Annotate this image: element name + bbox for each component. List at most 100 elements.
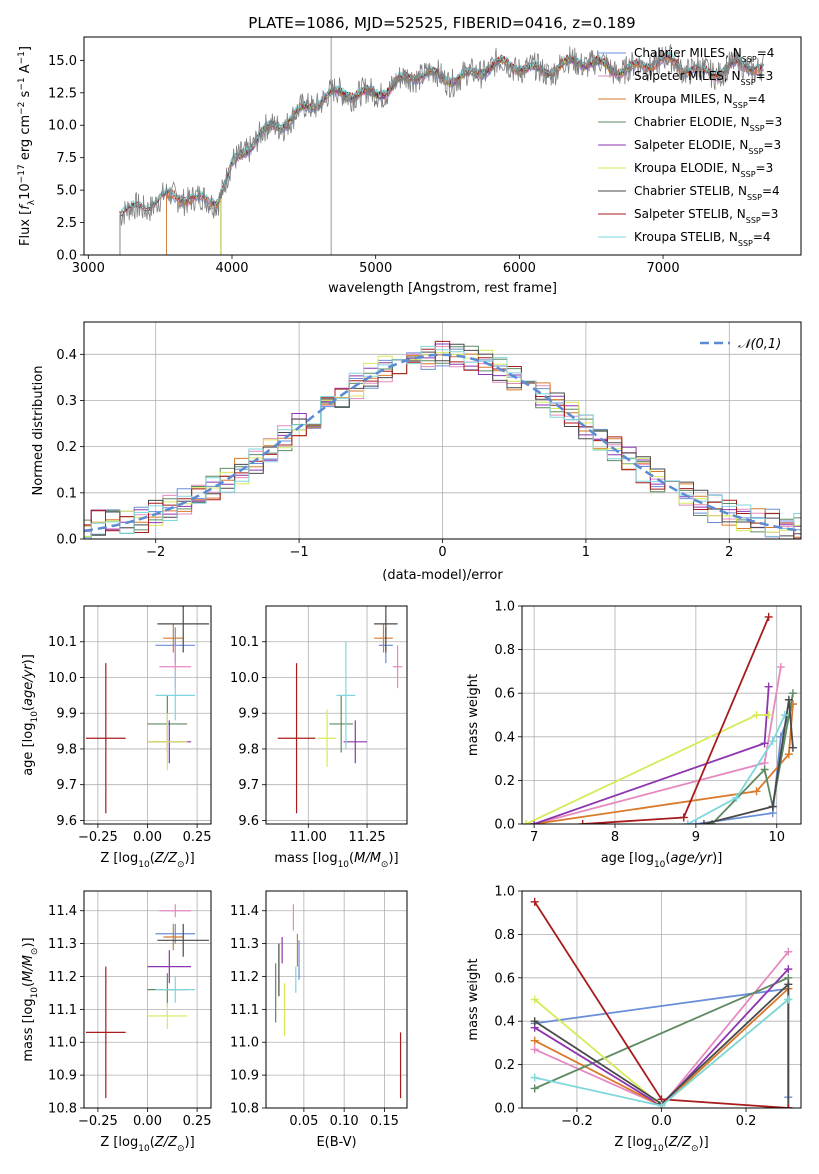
weight-marker <box>784 980 793 989</box>
errorbar-point <box>392 645 403 689</box>
weight-marker <box>784 1104 793 1108</box>
x-tick-label: 0.05 <box>289 1114 318 1129</box>
mass_vs_Z-panel: −0.25 0.00 0.25 10.8 10.9 11.0 11.1 11.2 11.3 11.… <box>21 890 212 1154</box>
x-tick-label: 11.25 <box>348 830 385 845</box>
y-axis-label: mass weight <box>466 958 481 1040</box>
y-tick-label: 9.6 <box>56 814 77 829</box>
errorbar-point <box>317 709 337 767</box>
massweight_vs_Z-marks <box>530 897 793 1108</box>
errorbar-point <box>147 950 192 984</box>
y-tick-label: 11.0 <box>230 1036 259 1051</box>
x-tick-label: 7 <box>530 830 538 845</box>
errorbar-point <box>343 720 368 764</box>
weight-marker <box>784 965 793 974</box>
spectrum-legend: Chabrier MILES, NSSP=4 Salpeter MILES, NS… <box>598 46 782 248</box>
y-tick-label: 9.8 <box>56 742 77 757</box>
massweight_vs_Z-panel: −0.2 0.0 0.2 0.0 0.2 0.4 0.6 0.8 1.0 Z [log10(Z/Z… <box>466 885 802 1154</box>
weight-line <box>533 704 794 824</box>
weight-marker <box>752 787 761 796</box>
errorbar-point <box>85 663 126 814</box>
y-tick-label: 9.6 <box>238 814 259 829</box>
y-tick-label: 2.5 <box>56 216 77 231</box>
weight-line <box>703 699 794 824</box>
y-tick-label: 9.8 <box>238 742 259 757</box>
axes-frame <box>83 36 802 256</box>
x-tick-label: 0.10 <box>330 1114 359 1129</box>
age_vs_mass-marks <box>277 606 403 814</box>
y-tick-label: 0.4 <box>494 730 515 745</box>
y-axis-label: mass weight <box>466 674 481 756</box>
x-axis-label: (data-model)/error <box>382 568 503 583</box>
y-tick-label: 11.4 <box>48 904 77 919</box>
y-tick-label: 10.8 <box>48 1102 77 1117</box>
y-tick-label: 0.1 <box>56 486 77 501</box>
errorbar-point <box>277 663 316 814</box>
x-tick-label: 0.00 <box>133 830 162 845</box>
axes-frame <box>83 605 212 825</box>
weight-marker <box>764 612 773 621</box>
weight-marker <box>530 820 539 824</box>
y-tick-label: 9.7 <box>238 778 259 793</box>
histogram-step <box>84 345 801 539</box>
y-tick-label: 0.6 <box>494 971 515 986</box>
errorbar-point <box>336 641 356 749</box>
y-axis-label: age [log10(age/yr)] <box>21 654 40 776</box>
weight-marker <box>768 802 777 811</box>
weight-marker <box>691 820 700 824</box>
age_vs_Z-panel: −0.25 0.00 0.25 9.6 9.7 9.8 9.9 10.0 10.1 Z [log1… <box>21 605 212 870</box>
weight-series <box>578 612 773 824</box>
y-axis-label: mass [log10(M/M⊙)] <box>21 937 40 1061</box>
x-tick-label: 0.25 <box>183 830 212 845</box>
legend-entry: Chabrier ELODIE, NSSP=3 <box>634 115 782 133</box>
legend-entry: Salpeter MILES, NSSP=3 <box>634 69 773 87</box>
y-tick-label: 15.0 <box>48 54 77 69</box>
x-tick-label: 3000 <box>72 261 105 276</box>
mass_vs_Z-marks <box>85 904 210 1099</box>
y-tick-label: 0.2 <box>494 774 515 789</box>
x-tick-label: 5000 <box>359 261 392 276</box>
errorbar-point <box>157 606 210 653</box>
weight-marker <box>764 711 773 719</box>
gaussian-reference-line <box>84 353 801 533</box>
axes-frame <box>521 890 802 1109</box>
legend-entry: Kroupa STELIB, NSSP=4 <box>634 230 771 248</box>
weight-marker <box>776 663 785 672</box>
legend-entry: Chabrier MILES, NSSP=4 <box>634 46 774 64</box>
mass_vs_ebv-marks <box>275 904 402 1099</box>
weight-series <box>530 682 773 824</box>
legend-entry: Chabrier STELIB, NSSP=4 <box>634 184 780 202</box>
spectrum-panel: 3000 4000 5000 6000 7000 0.0 2.5 5.0 7.5 10.0 12.5… <box>17 36 802 296</box>
y-tick-label: 9.9 <box>56 707 77 722</box>
x-tick-label: 0.25 <box>183 1114 212 1129</box>
weight-marker <box>530 1073 539 1082</box>
weight-marker <box>530 1084 539 1093</box>
y-tick-label: 10.9 <box>48 1069 77 1084</box>
weight-marker <box>530 1017 539 1026</box>
weight-marker <box>578 820 587 824</box>
errorbar-point <box>155 670 196 721</box>
model-line <box>220 55 635 255</box>
x-tick-label: 0 <box>438 545 446 560</box>
x-axis-label: mass [log10(M/M⊙)] <box>274 851 398 870</box>
massweight_vs_age-panel: 7 8 9 10 0.0 0.2 0.4 0.6 0.8 1.0 age [log10(age/yr… <box>466 600 802 870</box>
x-axis-label: age [log10(age/yr)] <box>601 851 723 870</box>
y-tick-label: 7.5 <box>56 151 77 166</box>
weight-marker <box>784 750 793 759</box>
weight-line <box>533 666 782 824</box>
model-line <box>166 56 764 255</box>
y-tick-label: 11.2 <box>48 970 77 985</box>
weight-line <box>534 982 790 1108</box>
y-tick-label: 11.1 <box>230 1003 259 1018</box>
y-axis-label: Normed distribution <box>31 366 46 496</box>
errorbar-point <box>163 623 184 653</box>
y-tick-label: 1.0 <box>494 885 515 900</box>
x-tick-label: 8 <box>611 830 619 845</box>
x-tick-label: 0.00 <box>133 1114 162 1129</box>
x-tick-label: −0.25 <box>78 1114 118 1129</box>
weight-marker <box>522 820 531 824</box>
weight-series <box>530 897 793 1108</box>
y-tick-label: 0.2 <box>494 1058 515 1073</box>
y-tick-label: 0.0 <box>494 818 515 833</box>
x-tick-label: −1 <box>290 545 309 560</box>
